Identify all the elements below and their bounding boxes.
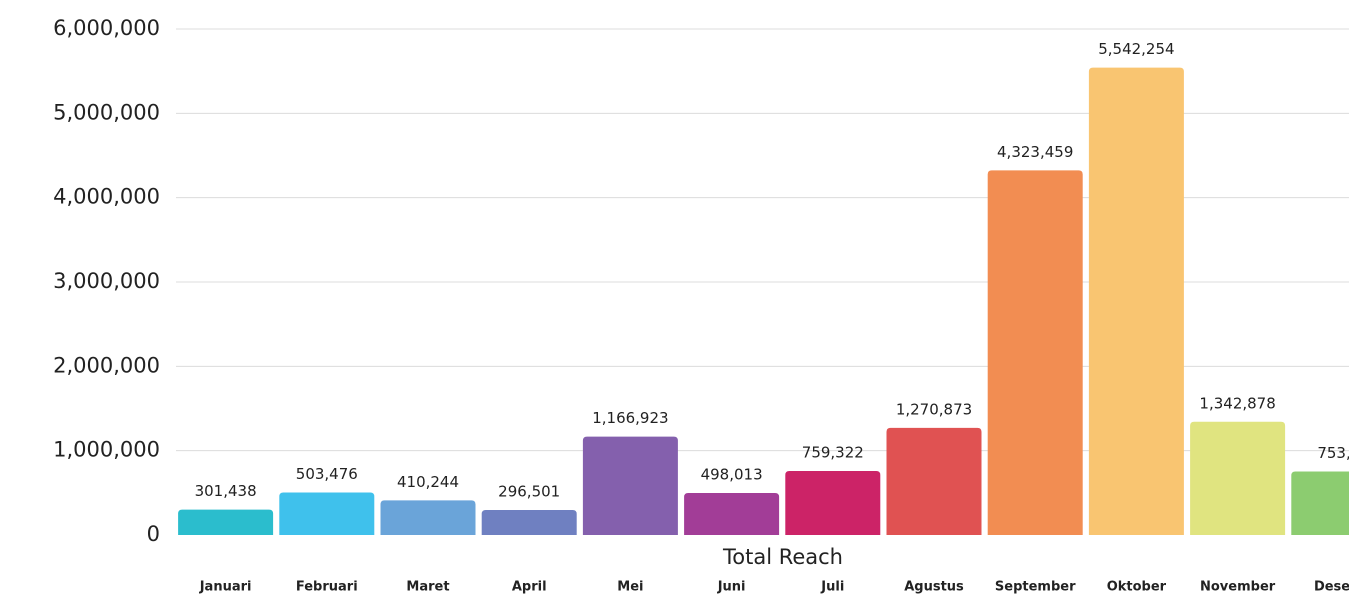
x-tick-label: Mei (617, 580, 643, 595)
y-tick-label: 4,000,000 (53, 185, 160, 209)
bar (481, 509, 577, 535)
bar (279, 492, 375, 535)
value-label: 1,166,923 (592, 409, 668, 427)
y-tick-label: 1,000,000 (53, 438, 160, 462)
x-tick-label: Juni (717, 580, 746, 595)
value-label: 296,501 (498, 482, 560, 500)
y-tick-label: 5,000,000 (53, 100, 160, 124)
value-label: 1,342,878 (1199, 394, 1275, 412)
x-tick-label: Januari (199, 580, 252, 595)
x-axis-label: Total Reach (722, 545, 843, 569)
bar (987, 170, 1083, 535)
bar (1291, 471, 1349, 535)
bar (1190, 421, 1286, 535)
bar (1088, 67, 1184, 536)
bar (380, 500, 476, 535)
value-label: 4,323,459 (997, 143, 1073, 161)
y-tick-label: 2,000,000 (53, 353, 160, 377)
x-tick-label: Juli (820, 580, 844, 595)
value-label: 753,4 (1317, 444, 1349, 462)
bar (886, 427, 982, 535)
x-tick-label: November (1200, 580, 1276, 595)
x-tick-label: Februari (296, 580, 358, 595)
value-label: 759,322 (802, 443, 864, 461)
value-label: 498,013 (701, 466, 763, 484)
x-tick-label: April (512, 580, 547, 595)
y-tick-label: 6,000,000 (53, 16, 160, 40)
bar (178, 509, 274, 535)
x-tick-label: Desem (1314, 580, 1349, 595)
bar (684, 493, 780, 535)
x-tick-label: Agustus (904, 580, 964, 595)
value-label: 503,476 (296, 465, 358, 483)
x-tick-label: September (995, 580, 1076, 595)
value-label: 301,438 (195, 482, 257, 500)
bar (785, 470, 881, 535)
value-label: 5,542,254 (1098, 40, 1174, 58)
value-label: 1,270,873 (896, 400, 972, 418)
bar (582, 436, 678, 535)
y-tick-label: 0 (147, 522, 160, 546)
x-tick-label: Maret (406, 580, 449, 595)
y-tick-label: 3,000,000 (53, 269, 160, 293)
value-label: 410,244 (397, 473, 459, 491)
x-tick-label: Oktober (1107, 580, 1167, 595)
